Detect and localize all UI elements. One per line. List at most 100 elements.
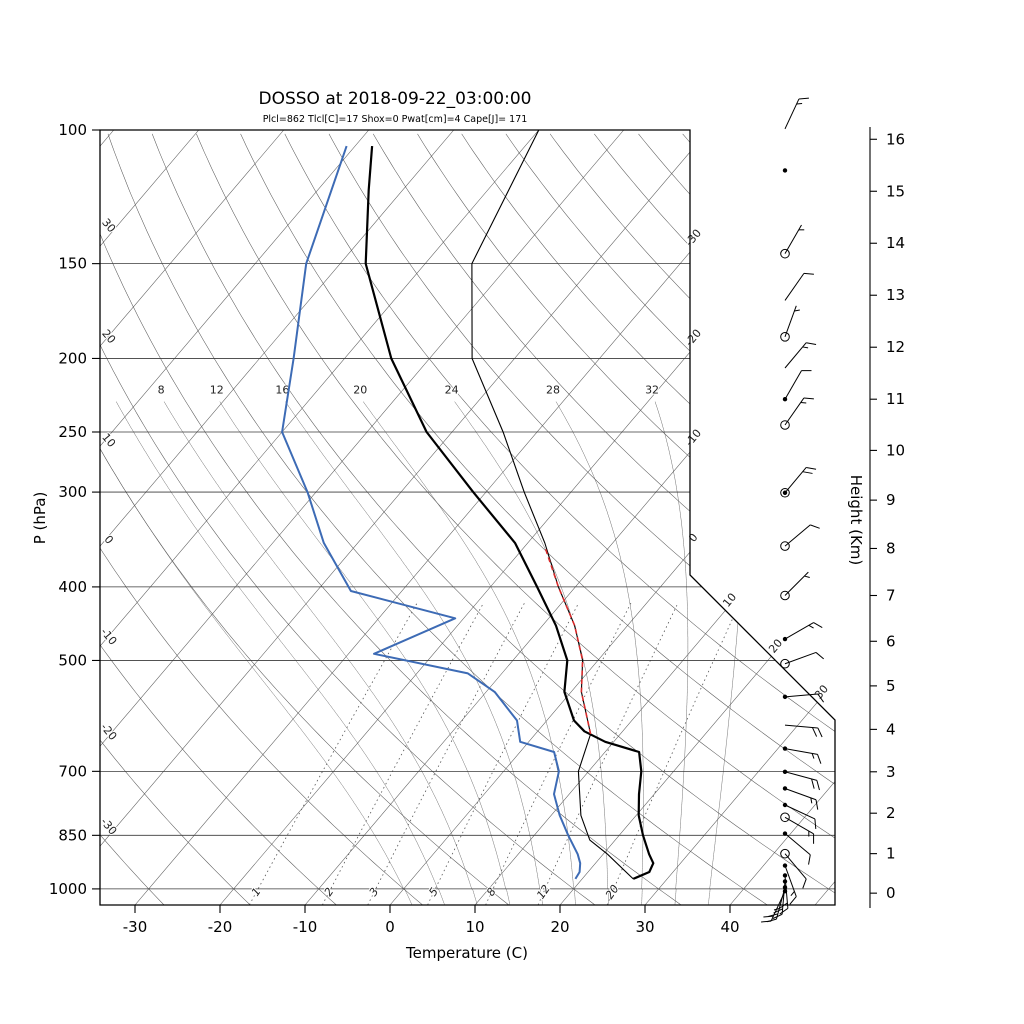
mixing-ratio-line: [537, 602, 679, 905]
moist-adiabat-label: 28: [546, 384, 560, 397]
isotherm-label: 0: [686, 531, 700, 545]
wind-station-circle: [780, 332, 790, 342]
wind-barb-feather: [802, 878, 807, 889]
mixing-ratio-label: 20: [603, 883, 622, 902]
mixing-ratio-label: 8: [484, 885, 499, 898]
dry-adiabat-line: [284, 133, 835, 905]
sounding-profiles: [281, 130, 655, 880]
dry-adiabat-line: [372, 133, 835, 905]
temperature-axis-title: Temperature (C): [405, 944, 528, 962]
isotherm-line: [219, 130, 835, 905]
wind-barb-feather: [779, 907, 789, 915]
wind-barb-feather: [817, 693, 825, 703]
isotherm-line: [100, 130, 114, 905]
dry-adiabat-label: 0: [101, 533, 115, 547]
dry-adiabat-line: [549, 133, 835, 905]
parcel-trace-line: [471, 130, 634, 880]
dry-adiabat-line: [638, 133, 835, 905]
height-tick-label: 9: [886, 491, 896, 509]
moist-adiabat-line: [555, 401, 644, 905]
pressure-tick-label: 300: [58, 483, 87, 501]
wind-station-circle: [780, 487, 790, 498]
mixing-ratio-line: [367, 602, 525, 905]
height-tick-label: 15: [886, 182, 905, 200]
isotherm-line: [100, 130, 539, 905]
mixing-ratio-line: [606, 602, 741, 905]
height-tick-label: 3: [886, 763, 896, 781]
dry-adiabat-line: [461, 133, 835, 905]
wind-barb-feather: [804, 575, 810, 578]
dry-adiabat-line: [240, 133, 835, 905]
height-tick-label: 8: [886, 539, 896, 557]
isotherm-line: [134, 130, 794, 905]
moist-adiabat-label: 24: [445, 384, 459, 397]
wind-barb-staff: [784, 833, 811, 856]
temperature-tick-label: 10: [465, 918, 484, 936]
moist-adiabat-label: 12: [210, 384, 224, 397]
wind-barb-feather: [789, 896, 797, 905]
pressure-tick-label: 150: [58, 255, 87, 273]
wind-barb-feather: [802, 346, 809, 349]
dry-adiabat-line: [100, 133, 337, 905]
mixing-ratio-label: 3: [367, 885, 382, 898]
dry-adiabat-label: -10: [98, 625, 120, 647]
height-tick-label: 6: [886, 632, 896, 650]
isotherm-line: [304, 130, 835, 905]
wind-station-circle: [780, 590, 790, 601]
isotherm-line: [100, 130, 709, 905]
dry-adiabat-line: [100, 133, 509, 905]
isotherm-line: [474, 130, 835, 905]
temperature-tick-label: -10: [293, 918, 318, 936]
wind-barb-feather: [810, 797, 813, 804]
dry-adiabat-line: [100, 133, 165, 905]
mixing-ratio-label: 2: [322, 885, 337, 898]
wind-barb-feather: [808, 854, 811, 865]
wind-barb-feather: [794, 309, 800, 312]
dewpoint-profile-line: [281, 145, 582, 880]
wind-barb-feather: [815, 652, 824, 660]
moist-adiabat-line: [163, 401, 478, 905]
isotherm-line: [644, 130, 835, 905]
wind-barb-feather: [815, 799, 819, 810]
wind-station-circle: [780, 812, 790, 823]
height-axis-title: Height (Km): [847, 475, 865, 566]
dry-adiabat-label: 10: [99, 431, 118, 450]
isotherm-label: 20: [766, 637, 785, 656]
moist-adiabat-line: [100, 401, 413, 905]
wind-barb-feather: [817, 754, 822, 764]
chart-title: DOSSO at 2018-09-22_03:00:00: [259, 89, 532, 109]
isotherm-label: -10: [683, 427, 705, 449]
wind-barb-feather: [808, 624, 814, 629]
wind-barb-staff: [784, 853, 807, 880]
pressure-tick-label: 850: [58, 826, 87, 844]
moist-adiabat-line: [285, 401, 543, 905]
pressure-tick-label: 500: [58, 651, 87, 669]
moist-adiabat-line: [115, 401, 445, 905]
temperature-tick-label: -30: [123, 918, 148, 936]
wind-station-circle: [780, 848, 790, 859]
pressure-tick-label: 700: [58, 762, 87, 780]
pressure-tick-label: 1000: [49, 880, 87, 898]
mixing-ratio-line: [427, 602, 579, 905]
height-tick-label: 12: [886, 338, 905, 356]
wind-barb-staff: [784, 370, 802, 400]
dry-adiabat-line: [505, 133, 835, 905]
wind-station-circle: [780, 658, 790, 669]
mixing-ratio-line: [322, 602, 484, 905]
plot-border: [99, 129, 836, 906]
dry-adiabat-line: [100, 133, 596, 905]
wind-barb-feather: [802, 471, 813, 474]
wind-barb-feather: [816, 780, 820, 791]
wind-barb-feather: [761, 920, 772, 923]
dry-adiabat-line: [151, 133, 835, 905]
wind-barb-feather: [763, 915, 774, 918]
isotherm-label: -20: [683, 327, 705, 349]
wind-barb-feather: [790, 891, 795, 896]
wind-barb-feather: [811, 778, 815, 789]
wind-barb-feather: [803, 272, 814, 275]
dry-adiabat-line: [100, 133, 251, 905]
wind-barb-feather: [798, 97, 809, 100]
height-tick-label: 0: [886, 884, 896, 902]
dry-adiabat-line: [594, 133, 835, 905]
